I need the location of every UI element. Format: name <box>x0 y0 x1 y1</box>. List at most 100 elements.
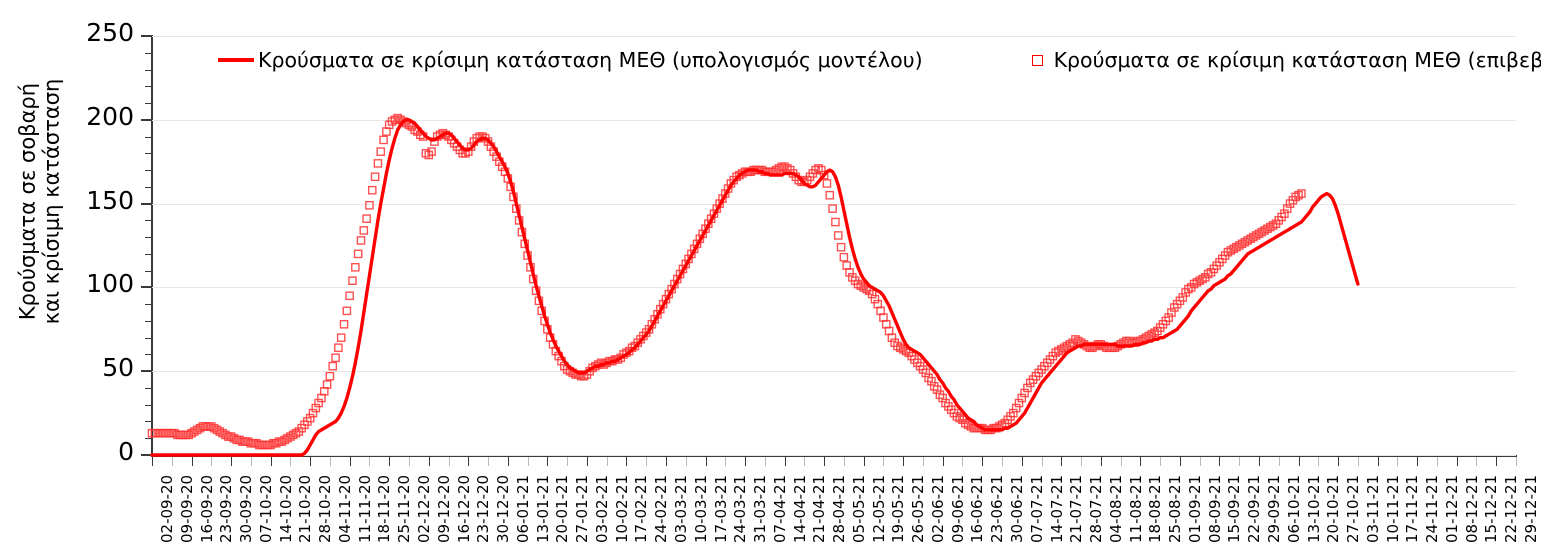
x-tick-label: 23-06-21 <box>988 474 1007 543</box>
x-tick <box>448 457 450 466</box>
data-point-marker <box>1014 398 1024 408</box>
data-point-marker <box>1198 274 1207 284</box>
y-tick-minor <box>145 153 152 155</box>
data-point-marker <box>342 306 352 316</box>
x-tick-label: 11-11-20 <box>355 474 374 543</box>
y-tick-minor <box>145 387 152 389</box>
data-point-marker <box>367 185 377 195</box>
y-tick-label: 100 <box>86 269 134 299</box>
x-tick-label: 23-09-20 <box>217 474 236 543</box>
x-tick-label: 22-12-21 <box>1502 474 1521 543</box>
data-point-marker <box>353 249 363 259</box>
y-tick-label: 250 <box>86 18 134 47</box>
y-axis-line <box>151 35 153 456</box>
x-tick <box>1100 457 1102 466</box>
x-tick <box>1318 457 1320 466</box>
y-tick-minor <box>145 253 152 255</box>
x-tick-label: 30-06-21 <box>1008 474 1027 543</box>
x-tick-label: 14-10-20 <box>276 474 295 543</box>
data-point-marker <box>356 236 366 245</box>
x-tick-label: 13-01-21 <box>533 474 552 543</box>
data-point-marker <box>955 413 964 423</box>
data-point-marker <box>814 164 823 173</box>
x-tick <box>1516 457 1517 466</box>
x-tick-label: 17-02-21 <box>632 474 651 543</box>
x-tick-label: 29-09-21 <box>1265 474 1283 543</box>
data-point-marker <box>376 147 386 156</box>
x-tick-label: 10-03-21 <box>691 474 710 543</box>
data-point-marker <box>1178 293 1188 302</box>
x-tick-label: 05-05-21 <box>849 474 868 543</box>
y-tick-minor <box>145 52 152 54</box>
data-point-marker <box>938 393 948 403</box>
x-tick-label: 01-12-21 <box>1442 474 1461 543</box>
legend-entry-model[interactable]: Κρούσματα σε κρίσιμη κατάσταση ΜΕΘ (υπολ… <box>218 48 923 72</box>
data-point-marker <box>966 422 976 431</box>
data-point-marker <box>1017 393 1027 403</box>
y-tick-minor <box>145 220 152 222</box>
data-point-marker <box>221 430 230 440</box>
x-tick <box>389 457 391 466</box>
data-point-marker <box>822 179 832 188</box>
data-point-marker <box>1023 383 1032 393</box>
x-tick-label: 24-02-21 <box>652 474 671 543</box>
data-point-marker <box>322 380 332 389</box>
x-tick-label: 07-10-20 <box>256 474 275 543</box>
x-tick-label: 09-12-20 <box>434 474 453 543</box>
data-point-marker <box>811 165 820 175</box>
legend-label-model: Κρούσματα σε κρίσιμη κατάσταση ΜΕΘ (υπολ… <box>258 48 923 72</box>
data-point-marker <box>390 115 400 125</box>
x-tick-label: 25-11-20 <box>395 474 414 543</box>
y-tick-label: 50 <box>102 353 134 383</box>
x-tick-label: 10-11-21 <box>1383 474 1402 543</box>
x-tick <box>290 457 292 466</box>
legend-entry-confirmed[interactable]: Κρούσματα σε κρίσιμη κατάσταση ΜΕΘ (επιβ… <box>1019 48 1541 72</box>
data-point-marker <box>737 169 747 178</box>
x-tick <box>1021 457 1023 466</box>
data-point-marker <box>379 135 388 145</box>
data-point-marker <box>932 385 942 394</box>
x-tick-label: 08-12-21 <box>1462 474 1481 543</box>
x-tick <box>626 457 628 466</box>
y-tick-label: 150 <box>86 185 134 215</box>
legend-label-confirmed: Κρούσματα σε κρίσιμη κατάσταση ΜΕΘ (επιβ… <box>1053 48 1541 72</box>
data-point-marker <box>314 398 323 408</box>
x-tick-label: 28-07-21 <box>1087 474 1106 543</box>
x-axis-line <box>151 455 1517 457</box>
x-tick <box>211 457 213 466</box>
x-tick <box>1140 457 1142 466</box>
series-layer <box>147 113 1360 457</box>
x-tick <box>152 457 153 466</box>
x-tick-label: 02-06-21 <box>928 474 947 543</box>
y-tick-minor <box>145 69 152 71</box>
x-tick-label: 31-03-21 <box>751 474 770 543</box>
data-point-marker <box>1184 284 1193 294</box>
x-tick <box>1417 457 1419 466</box>
x-tick <box>231 457 233 466</box>
x-tick <box>1081 457 1083 466</box>
data-point-marker <box>328 361 338 371</box>
x-tick-label: 11-08-21 <box>1126 474 1145 543</box>
data-point-marker <box>1294 190 1303 200</box>
data-point-marker <box>305 413 315 423</box>
data-point-marker <box>362 214 371 223</box>
data-point-marker <box>1297 189 1306 198</box>
x-tick <box>1179 457 1181 466</box>
x-tick-label: 21-07-21 <box>1067 474 1086 543</box>
x-tick-label: 07-04-21 <box>770 474 789 543</box>
x-tick <box>784 457 786 466</box>
x-tick-label: 29-12-21 <box>1522 474 1540 543</box>
x-tick <box>725 457 727 466</box>
x-tick-label: 28-10-20 <box>316 474 335 543</box>
x-tick-label: 06-10-21 <box>1284 474 1303 543</box>
x-tick <box>1002 457 1004 466</box>
x-tick <box>1298 457 1300 466</box>
data-point-marker <box>271 438 281 448</box>
data-point-marker <box>291 428 301 438</box>
y-tick-minor <box>145 170 152 172</box>
data-point-marker <box>839 252 849 262</box>
data-point-marker <box>867 289 877 299</box>
x-tick-label: 04-08-21 <box>1106 474 1125 543</box>
y-tick-major <box>141 118 152 121</box>
data-point-marker <box>1150 328 1159 337</box>
